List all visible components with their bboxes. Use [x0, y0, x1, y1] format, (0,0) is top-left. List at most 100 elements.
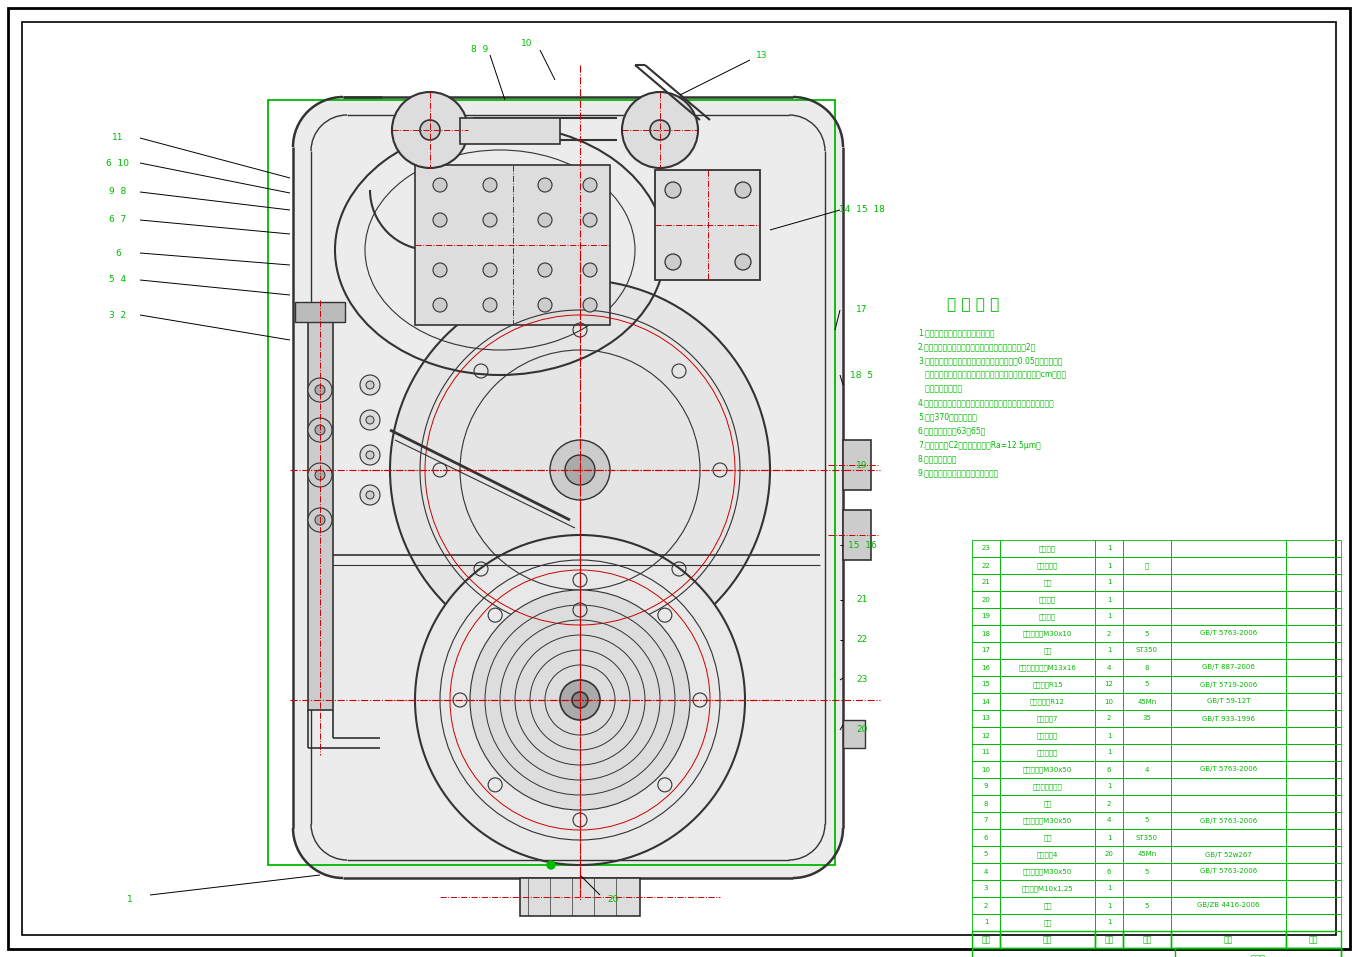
Bar: [1286, 608, 1340, 625]
Text: 2.铸件中面合算后，清洗平整，制工错位偿差不大于2。: 2.铸件中面合算后，清洗平整，制工错位偿差不大于2。: [918, 343, 1036, 351]
Text: 10: 10: [1104, 699, 1114, 704]
Text: 8: 8: [983, 800, 989, 807]
Text: 3.应仔细检查箋皮与相邻分割面间的间隙外，用0.05媒尺插入深度: 3.应仔细检查箋皮与相邻分割面间的间隙外，用0.05媒尺插入深度: [918, 357, 1062, 366]
Bar: [1123, 625, 1171, 642]
Text: 油筒盖帽: 油筒盖帽: [1039, 545, 1057, 552]
Circle shape: [483, 213, 497, 227]
Text: 4: 4: [1107, 817, 1111, 824]
Bar: [1286, 591, 1340, 608]
Bar: [999, 642, 1095, 659]
Text: 6  7: 6 7: [110, 215, 126, 225]
Bar: [999, 761, 1095, 778]
Text: 6: 6: [1107, 869, 1111, 875]
Circle shape: [483, 298, 497, 312]
Bar: [1095, 727, 1123, 744]
Bar: [1123, 676, 1171, 693]
Bar: [972, 693, 999, 710]
Bar: [1171, 863, 1286, 880]
Bar: [1095, 574, 1123, 591]
Text: 3: 3: [983, 885, 989, 892]
Bar: [1286, 846, 1340, 863]
Bar: [1123, 812, 1171, 829]
Bar: [999, 914, 1095, 931]
Bar: [972, 795, 999, 812]
Text: 1: 1: [1107, 749, 1111, 755]
Text: GB/T 52w267: GB/T 52w267: [1205, 852, 1252, 857]
Circle shape: [367, 416, 373, 424]
Text: 20: 20: [982, 596, 990, 603]
Bar: [972, 744, 999, 761]
Bar: [1171, 795, 1286, 812]
Text: 六角符定实块圈: 六角符定实块圈: [1032, 783, 1062, 790]
Text: 1: 1: [1107, 545, 1111, 551]
Text: 10: 10: [521, 39, 532, 49]
Text: 1: 1: [1107, 563, 1111, 568]
Text: 7: 7: [983, 817, 989, 824]
Bar: [843, 440, 870, 490]
Text: 1: 1: [1107, 596, 1111, 603]
Text: 8.準度不得渗油。: 8.準度不得渗油。: [918, 455, 957, 463]
Text: 13: 13: [756, 51, 767, 59]
Text: 3  2: 3 2: [110, 310, 126, 320]
Text: 14  15  18: 14 15 18: [839, 206, 885, 214]
Bar: [1171, 897, 1286, 914]
Text: 能层图: 能层图: [1251, 954, 1266, 957]
Bar: [1286, 778, 1340, 795]
Text: 5  4: 5 4: [110, 276, 126, 284]
Text: 雪层: 雪层: [1043, 579, 1051, 586]
Text: 2: 2: [1107, 716, 1111, 722]
Circle shape: [735, 254, 751, 270]
Text: GB/T 59-12T: GB/T 59-12T: [1207, 699, 1251, 704]
Text: 10: 10: [982, 767, 990, 772]
Text: 18: 18: [982, 631, 990, 636]
Circle shape: [547, 861, 555, 869]
Text: 15: 15: [982, 681, 990, 687]
Bar: [1123, 642, 1171, 659]
Bar: [1123, 574, 1171, 591]
Bar: [999, 574, 1095, 591]
Circle shape: [392, 92, 469, 168]
Bar: [1123, 659, 1171, 676]
Bar: [1095, 829, 1123, 846]
Circle shape: [550, 440, 610, 500]
Circle shape: [315, 515, 325, 525]
Bar: [1286, 642, 1340, 659]
Bar: [972, 948, 1340, 957]
Bar: [1095, 591, 1123, 608]
Circle shape: [565, 455, 595, 485]
Text: 23: 23: [982, 545, 990, 551]
Bar: [999, 727, 1095, 744]
Text: 6: 6: [115, 249, 121, 257]
Text: 2: 2: [983, 902, 989, 908]
Circle shape: [390, 280, 770, 660]
Text: ST350: ST350: [1137, 835, 1158, 840]
Text: 进气殡盖子: 进气殡盖子: [1038, 732, 1058, 739]
Text: 外圈盖子子: 外圈盖子子: [1038, 749, 1058, 756]
Text: 1: 1: [1107, 648, 1111, 654]
Bar: [999, 693, 1095, 710]
Bar: [1095, 608, 1123, 625]
Text: 4: 4: [983, 869, 989, 875]
Bar: [972, 676, 999, 693]
Text: 材料: 材料: [1142, 935, 1152, 944]
Bar: [1123, 829, 1171, 846]
Circle shape: [293, 97, 392, 197]
Text: 20: 20: [857, 725, 868, 735]
Bar: [1123, 608, 1171, 625]
Bar: [1123, 863, 1171, 880]
Bar: [1171, 914, 1286, 931]
Text: 2: 2: [1107, 800, 1111, 807]
Bar: [972, 846, 999, 863]
Bar: [1123, 744, 1171, 761]
Bar: [999, 863, 1095, 880]
Text: 1: 1: [1107, 902, 1111, 908]
Bar: [999, 829, 1095, 846]
Bar: [1171, 931, 1286, 948]
Text: 1: 1: [1107, 920, 1111, 925]
Text: 12: 12: [982, 732, 990, 739]
Bar: [293, 147, 843, 828]
Bar: [1171, 710, 1286, 727]
Bar: [999, 676, 1095, 693]
Bar: [1095, 812, 1123, 829]
Bar: [972, 897, 999, 914]
